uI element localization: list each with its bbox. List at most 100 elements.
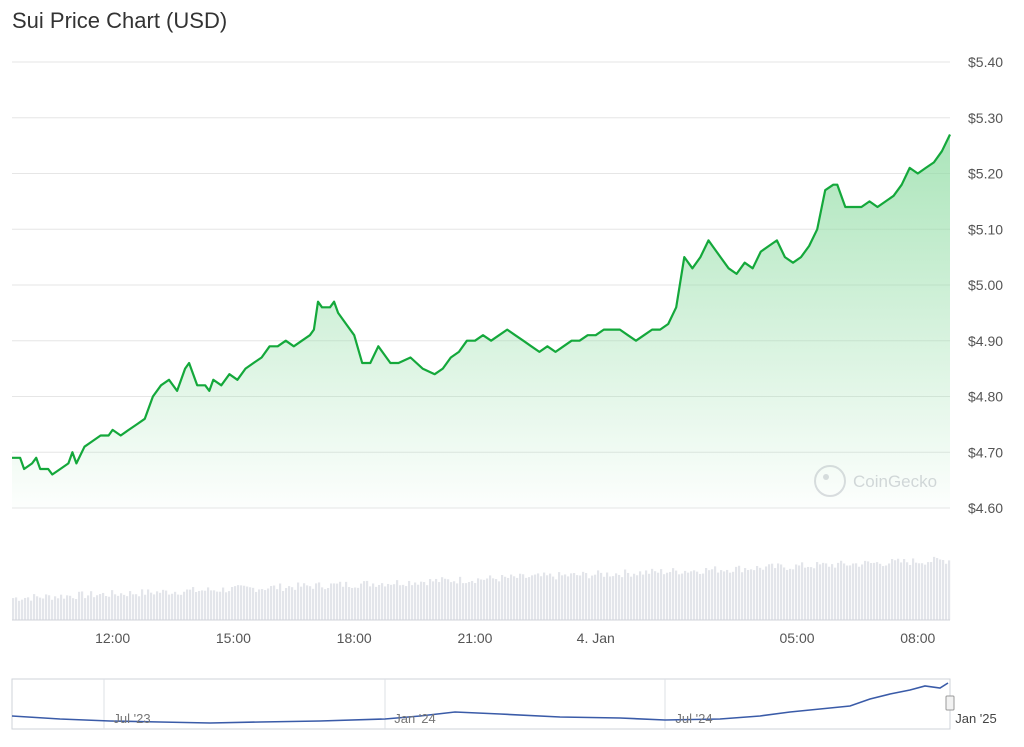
volume-bar xyxy=(141,589,144,620)
y-tick-label: $5.00 xyxy=(968,277,1003,293)
volume-bar xyxy=(930,562,933,620)
y-tick-label: $5.40 xyxy=(968,54,1003,70)
volume-bar xyxy=(723,571,726,620)
volume-bar xyxy=(894,560,897,620)
volume-bar xyxy=(69,595,72,620)
volume-bar xyxy=(714,566,717,620)
volume-bar xyxy=(762,569,765,620)
volume-bar xyxy=(735,566,738,620)
volume-bar xyxy=(348,587,351,620)
volume-bar xyxy=(693,570,696,620)
volume-bar xyxy=(369,586,372,620)
volume-bar xyxy=(306,585,309,620)
volume-bar xyxy=(792,569,795,620)
volume-bar xyxy=(684,570,687,620)
volume-bar xyxy=(642,574,645,620)
navigator-handle[interactable] xyxy=(945,695,955,711)
navigator-label: Jan '24 xyxy=(394,711,436,726)
x-axis-labels: 12:00 15:00 18:00 21:00 4. Jan 05:00 08:00 xyxy=(95,630,935,646)
volume-bar xyxy=(540,576,543,620)
volume-bar xyxy=(669,572,672,620)
volume-bar xyxy=(453,581,456,620)
volume-bar xyxy=(786,569,789,620)
x-tick-label: 18:00 xyxy=(337,630,372,646)
volume-bar xyxy=(135,594,138,620)
volume-bar xyxy=(525,577,528,620)
coingecko-logo-icon xyxy=(814,465,846,497)
volume-bar xyxy=(852,563,855,620)
volume-bar xyxy=(870,563,873,620)
coingecko-watermark: CoinGecko xyxy=(814,465,937,497)
volume-bar xyxy=(756,565,759,620)
volume-bar xyxy=(339,581,342,620)
volume-bar xyxy=(459,576,462,620)
volume-bar xyxy=(84,598,87,620)
volume-bar xyxy=(381,583,384,620)
x-tick-label: 21:00 xyxy=(457,630,492,646)
volume-bar xyxy=(225,592,228,620)
volume-bar xyxy=(486,578,489,620)
volume-bar xyxy=(231,586,234,620)
volume-bar xyxy=(600,572,603,620)
volume-bar xyxy=(543,572,546,620)
volume-bar xyxy=(492,578,495,620)
x-tick-label: 12:00 xyxy=(95,630,130,646)
volume-bar xyxy=(162,589,165,620)
volume-bar xyxy=(513,576,516,620)
volume-bar xyxy=(900,562,903,620)
volume-bar xyxy=(729,572,732,620)
volume-bar xyxy=(942,560,945,620)
volume-bar xyxy=(921,563,924,620)
volume-bar xyxy=(468,582,471,620)
volume-bar xyxy=(240,585,243,620)
volume-bar xyxy=(354,587,357,620)
volume-bar xyxy=(897,558,900,620)
y-axis-labels: $4.60 $4.70 $4.80 $4.90 $5.00 $5.10 $5.20 $5.30… xyxy=(968,54,1003,516)
volume-bar xyxy=(804,567,807,620)
volume-bar xyxy=(393,584,396,620)
volume-bar xyxy=(45,594,48,620)
volume-bar xyxy=(471,580,474,620)
volume-bar xyxy=(744,568,747,620)
volume-bar xyxy=(906,562,909,620)
volume-bar xyxy=(603,576,606,620)
volume-bar xyxy=(111,590,114,620)
volume-bar xyxy=(909,564,912,620)
volume-bar xyxy=(72,598,75,620)
volume-bar xyxy=(255,591,258,620)
coingecko-eye-icon xyxy=(823,474,829,480)
volume-bar xyxy=(726,569,729,620)
navigator-line xyxy=(11,682,949,724)
volume-bar xyxy=(102,592,105,620)
volume-bar xyxy=(450,582,453,620)
volume-bar xyxy=(399,585,402,620)
volume-bar xyxy=(720,570,723,620)
volume-bar xyxy=(687,572,690,620)
volume-bar xyxy=(12,598,15,620)
volume-bar xyxy=(501,574,504,620)
watermark-text: CoinGecko xyxy=(853,472,937,491)
volume-bar xyxy=(828,566,831,620)
volume-bar xyxy=(636,575,639,620)
volume-bar xyxy=(741,572,744,620)
y-tick-label: $4.80 xyxy=(968,389,1003,405)
volume-bar xyxy=(783,567,786,620)
volume-bar xyxy=(558,572,561,620)
volume-bar xyxy=(171,593,174,620)
volume-bar xyxy=(390,584,393,620)
navigator[interactable]: Jul '23 Jan '24 Jul '24 Jan '25 xyxy=(11,678,997,730)
volume-bar xyxy=(237,585,240,620)
volume-bar xyxy=(927,562,930,620)
volume-bar xyxy=(234,586,237,620)
volume-bar xyxy=(825,563,828,620)
volume-bar xyxy=(279,583,282,620)
volume-bar xyxy=(567,576,570,620)
volume-bar xyxy=(657,572,660,620)
volume-bar xyxy=(618,574,621,620)
volume-bar xyxy=(108,596,111,620)
volume-bar xyxy=(42,598,45,620)
volume-bar xyxy=(336,583,339,620)
volume-bar xyxy=(66,595,69,620)
volume-bar xyxy=(219,591,222,620)
